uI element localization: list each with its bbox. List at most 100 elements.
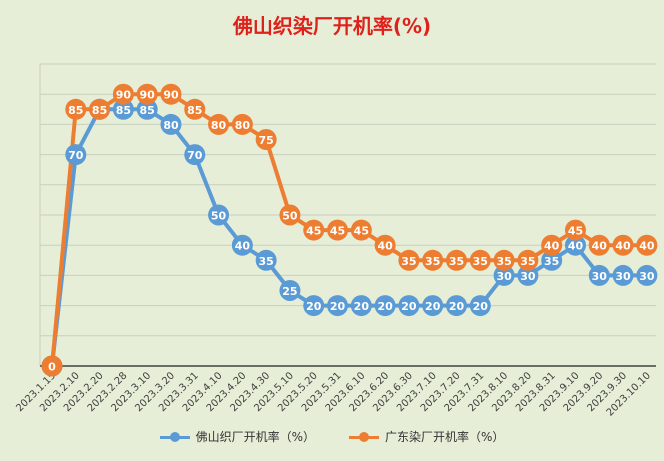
data-label-1: 40 [615,240,631,253]
data-point-0 [112,98,134,120]
data-point-1 [493,249,515,271]
data-label-1: 80 [211,119,227,132]
data-label-0: 20 [449,300,465,313]
data-point-0 [350,295,372,317]
data-label-1: 90 [116,89,132,102]
data-label-0: 85 [116,104,131,117]
data-label-1: 40 [592,240,608,253]
data-label-1: 35 [496,255,511,268]
data-label-0: 50 [211,210,227,223]
legend-label-foshan-weaving: 佛山织厂开机率（%） [195,430,315,444]
data-label-0: 40 [235,240,251,253]
data-point-0 [564,234,586,256]
data-point-0 [541,249,563,271]
data-label-1: 75 [258,134,273,147]
chart-title: 佛山织染厂开机率(%) [232,14,432,38]
data-point-1 [422,249,444,271]
data-label-1: 40 [639,240,655,253]
legend-label-guangdong-dyeing: 广东染厂开机率（%） [385,430,505,444]
data-point-0 [255,249,277,271]
data-label-0: 20 [354,300,370,313]
data-point-1 [160,83,182,105]
data-point-1 [517,249,539,271]
legend-item-foshan-weaving: 佛山织厂开机率（%） [159,428,315,445]
data-label-0: 30 [496,270,512,283]
legend-swatch-guangdong-dyeing [349,431,379,442]
data-label-0: 40 [568,240,584,253]
data-point-0 [422,295,444,317]
data-label-1: 35 [425,255,440,268]
data-label-1: 0 [48,361,56,374]
data-label-1: 40 [377,240,393,253]
data-point-0 [279,280,301,301]
data-point-0 [469,295,491,317]
data-point-1 [231,113,253,135]
data-label-0: 30 [615,270,631,283]
data-point-0 [65,144,87,166]
data-point-1 [112,83,134,105]
data-point-0 [184,144,206,166]
data-label-1: 45 [568,225,583,238]
data-point-0 [231,234,253,256]
data-point-0 [493,264,515,286]
data-point-0 [588,264,610,286]
legend: 佛山织厂开机率（%） 广东染厂开机率（%） [0,428,664,445]
data-point-1 [303,219,325,241]
data-point-1 [208,113,230,135]
data-point-1 [398,249,420,271]
data-label-0: 30 [520,270,536,283]
data-point-0 [160,113,182,135]
data-label-0: 30 [639,270,655,283]
data-point-0 [303,295,325,317]
data-label-1: 90 [140,89,156,102]
data-point-0 [517,264,539,286]
data-point-1 [41,355,63,377]
data-point-1 [541,234,563,256]
data-label-1: 35 [401,255,416,268]
data-label-0: 25 [282,285,297,298]
series-line-1 [50,92,647,367]
data-point-0 [636,264,658,286]
data-point-0 [446,295,468,317]
data-point-1 [636,234,658,256]
data-label-1: 85 [187,104,202,117]
data-label-1: 85 [68,104,83,117]
data-point-0 [612,264,634,286]
data-point-1 [350,219,372,241]
data-label-1: 45 [354,225,369,238]
data-label-1: 90 [163,89,179,102]
data-point-0 [208,204,230,226]
data-point-1 [279,204,301,226]
data-label-1: 45 [306,225,321,238]
data-label-0: 70 [68,149,84,162]
data-label-0: 85 [140,104,155,117]
data-point-0 [374,295,396,317]
legend-item-guangdong-dyeing: 广东染厂开机率（%） [349,428,504,445]
data-point-1 [255,129,277,150]
data-point-1 [136,83,158,105]
data-label-1: 85 [92,104,107,117]
data-label-0: 70 [187,149,203,162]
data-point-0 [136,98,158,120]
data-point-1 [374,234,396,256]
data-point-1 [89,98,111,120]
data-point-1 [588,234,610,256]
data-point-1 [469,249,491,271]
data-label-0: 20 [330,300,346,313]
data-point-1 [612,234,634,256]
data-point-1 [564,219,586,241]
data-label-1: 35 [449,255,464,268]
data-label-0: 80 [163,119,179,132]
data-label-0: 20 [473,300,489,313]
data-label-1: 50 [282,210,298,223]
data-point-0 [327,295,349,317]
data-point-0 [398,295,420,317]
data-label-1: 45 [330,225,345,238]
data-point-1 [184,98,206,120]
data-label-1: 80 [235,119,251,132]
data-point-1 [65,98,87,120]
data-label-0: 20 [306,300,322,313]
data-label-1: 35 [473,255,488,268]
